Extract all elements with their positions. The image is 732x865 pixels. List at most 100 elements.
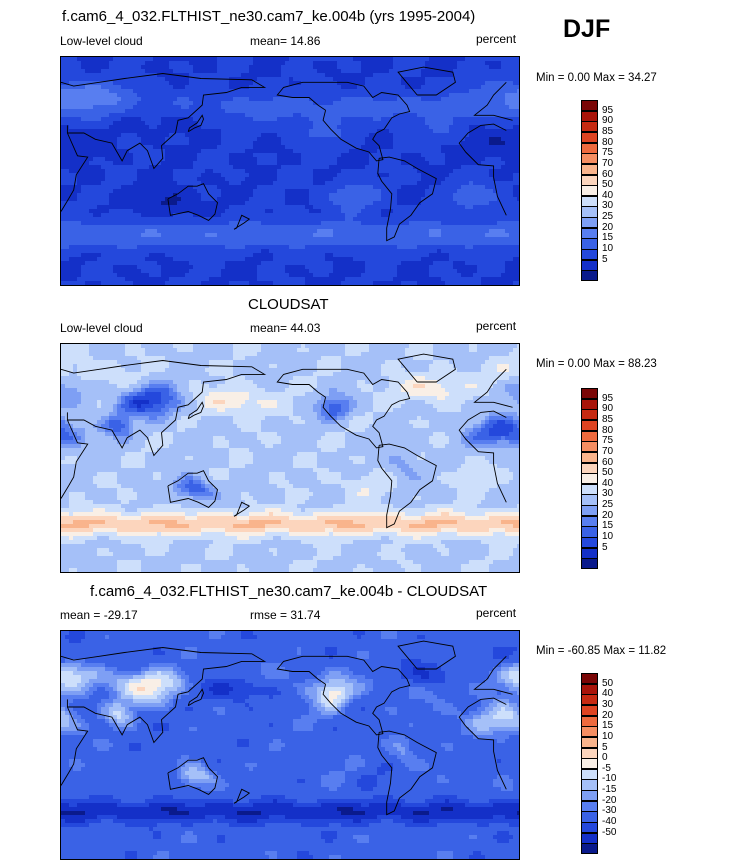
map-cell	[505, 121, 510, 126]
map-cell	[257, 145, 262, 150]
map-cell	[245, 181, 250, 186]
map-cell	[229, 177, 234, 182]
map-cell	[193, 133, 198, 138]
map-cell	[65, 189, 70, 194]
map-cell	[481, 89, 486, 94]
map-cell	[185, 61, 190, 66]
map-cell	[505, 69, 510, 74]
map-cell	[329, 121, 334, 126]
map-cell	[145, 193, 150, 198]
map-cell	[389, 145, 394, 150]
map-cell	[213, 133, 218, 138]
map-cell	[201, 105, 206, 110]
map-cell	[305, 197, 310, 202]
map-cell	[81, 101, 86, 106]
map-cell	[469, 93, 474, 98]
map-cell	[325, 73, 330, 78]
map-cell	[217, 113, 222, 118]
map-cell	[345, 209, 350, 214]
map-cell	[381, 153, 386, 158]
map-cell	[261, 225, 266, 230]
map-cell	[93, 169, 98, 174]
map-cell	[517, 93, 519, 98]
map-cell	[349, 125, 354, 130]
map-cell	[457, 133, 462, 138]
map-cell	[225, 165, 230, 170]
map-cell	[245, 145, 250, 150]
map-cell	[357, 137, 362, 142]
map-cell	[221, 85, 226, 90]
map-cell	[285, 205, 290, 210]
map-cell	[185, 81, 190, 86]
map-cell	[293, 173, 298, 178]
map-cell	[345, 165, 350, 170]
map-cell	[365, 213, 370, 218]
map-cell	[117, 185, 122, 190]
map-cell	[365, 105, 370, 110]
map-cell	[397, 73, 402, 78]
map-cell	[273, 217, 278, 222]
map-cell	[317, 177, 322, 182]
map-cell	[197, 121, 202, 126]
map-cell	[397, 221, 402, 226]
map-cell	[169, 201, 174, 206]
map-cell	[185, 213, 190, 218]
map-cell	[165, 185, 170, 190]
map-cell	[177, 141, 182, 146]
map-cell	[217, 209, 222, 214]
map-cell	[209, 121, 214, 126]
map-cell	[353, 209, 358, 214]
map-cell	[125, 81, 130, 86]
map-cell	[377, 57, 382, 62]
map-cell	[393, 169, 398, 174]
map-cell	[469, 213, 474, 218]
map-cell	[361, 213, 366, 218]
map-cell	[489, 153, 494, 158]
map-cell	[281, 125, 286, 130]
map-cell	[133, 213, 138, 218]
map-cell	[493, 125, 498, 130]
map-cell	[149, 125, 154, 130]
map-cell	[345, 65, 350, 70]
map-cell	[273, 65, 278, 70]
map-cell	[89, 197, 94, 202]
map-cell	[381, 65, 386, 70]
map-cell	[109, 229, 114, 234]
map-cell	[281, 177, 286, 182]
map-cell	[285, 165, 290, 170]
map-cell	[245, 101, 250, 106]
map-cell	[157, 101, 162, 106]
map-cell	[65, 77, 70, 82]
map-cell	[481, 221, 486, 226]
map-cell	[201, 145, 206, 150]
map-cell	[77, 169, 82, 174]
map-cell	[117, 121, 122, 126]
map-cell	[421, 121, 426, 126]
map-cell	[265, 101, 270, 106]
map-cell	[417, 57, 422, 62]
map-cell	[349, 209, 354, 214]
map-cell	[249, 189, 254, 194]
map-cell	[457, 221, 462, 226]
map-cell	[469, 89, 474, 94]
map-cell	[373, 173, 378, 178]
map-cell	[333, 61, 338, 66]
map-cell	[205, 89, 210, 94]
map-cell	[381, 197, 386, 202]
map-cell	[473, 141, 478, 146]
map-cell	[101, 69, 106, 74]
map-cell	[253, 77, 258, 82]
map-cell	[189, 161, 194, 166]
map-cell	[457, 73, 462, 78]
map-cell	[285, 209, 290, 214]
map-cell	[177, 93, 182, 98]
map-cell	[129, 73, 134, 78]
map-cell	[389, 209, 394, 214]
map-cell	[397, 85, 402, 90]
map-cell	[481, 165, 486, 170]
map-cell	[369, 225, 374, 230]
map-cell	[317, 197, 322, 202]
map-cell	[201, 69, 206, 74]
map-cell	[201, 229, 206, 234]
map-cell	[245, 173, 250, 178]
